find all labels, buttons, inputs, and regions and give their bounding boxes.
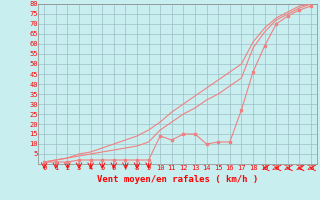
X-axis label: Vent moyen/en rafales ( km/h ): Vent moyen/en rafales ( km/h ) xyxy=(97,175,258,184)
